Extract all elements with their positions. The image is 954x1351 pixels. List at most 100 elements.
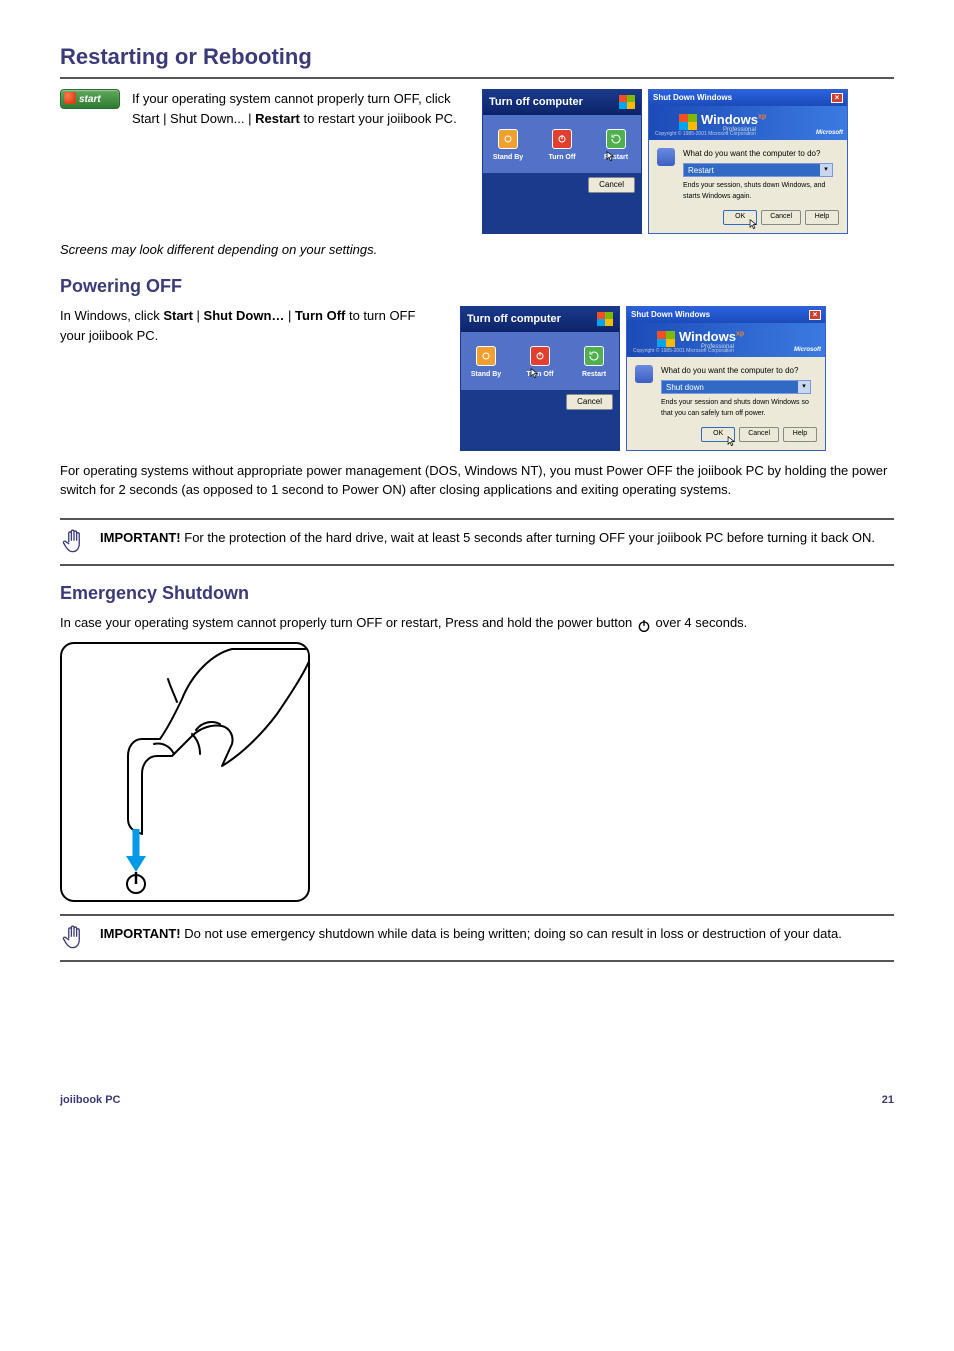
restart-option[interactable]: Restart <box>596 129 636 164</box>
sc-question: What do you want the computer to do? <box>661 365 817 377</box>
emergency-text: In case your operating system cannot pro… <box>60 613 894 633</box>
restart-label: Restart <box>574 370 614 381</box>
microsoft-label: Microsoft <box>794 346 821 355</box>
page-footer: joiibook PC 21 <box>60 1092 894 1109</box>
sc-titlebar: Shut Down Windows × <box>649 90 847 106</box>
restart-icon <box>584 346 604 366</box>
sc-title: Shut Down Windows <box>653 92 732 104</box>
poweroff-p2: For operating systems without appropriat… <box>60 461 894 500</box>
help-button[interactable]: Help <box>783 427 817 442</box>
bb-header: Turn off computer <box>461 307 619 332</box>
sc-row: What do you want the computer to do? Res… <box>657 148 839 202</box>
cancel-button[interactable]: Cancel <box>566 394 613 410</box>
ok-button[interactable]: OK <box>701 427 735 442</box>
help-button[interactable]: Help <box>805 210 839 225</box>
standby-label: Stand By <box>488 153 528 164</box>
cancel-button[interactable]: Cancel <box>761 210 801 225</box>
sc-buttons: OK Cancel Help <box>657 210 839 225</box>
important-note-1: IMPORTANT! For the protection of the har… <box>60 518 894 566</box>
shutdown-dialog-classic-restart: Shut Down Windows × Windowsxp Profession… <box>648 89 848 234</box>
restart-icon <box>606 129 626 149</box>
select-value: Restart <box>688 166 714 175</box>
copyright: Copyright © 1985-2001 Microsoft Corporat… <box>633 348 734 356</box>
note1-label: IMPORTANT! <box>100 530 181 545</box>
cancel-button[interactable]: Cancel <box>739 427 779 442</box>
action-select[interactable]: Shut down ▾ <box>661 380 811 394</box>
bb-body: Stand By Turn Off Restart <box>483 115 641 174</box>
standby-option[interactable]: Stand By <box>488 129 528 164</box>
cursor-icon <box>606 151 615 162</box>
down-arrow-icon <box>126 829 146 872</box>
windows-flag-icon <box>679 114 697 130</box>
cancel-button[interactable]: Cancel <box>588 177 635 193</box>
bb-footer: Cancel <box>483 173 641 197</box>
emergency-figure <box>60 642 310 902</box>
restart-label: Restart <box>596 153 636 164</box>
cursor-icon <box>727 436 736 447</box>
restart-option[interactable]: Restart <box>574 346 614 381</box>
sc-desc: Ends your session, shuts down Windows, a… <box>683 181 839 202</box>
power-symbol-icon <box>127 872 145 893</box>
standby-option[interactable]: Stand By <box>466 346 506 381</box>
bb-body: Stand By Turn Off Restart <box>461 332 619 391</box>
turnoff-icon <box>552 129 572 149</box>
xp-word: xp <box>736 331 744 338</box>
win-word: Windows <box>679 329 736 344</box>
poweroff-text1: In Windows, click Start | Shut Down… | T… <box>60 306 440 345</box>
note2-text: IMPORTANT! Do not use emergency shutdown… <box>100 924 842 944</box>
standby-icon <box>476 346 496 366</box>
po-a: In Windows, click <box>60 308 163 323</box>
sc-body: What do you want the computer to do? Shu… <box>627 357 825 450</box>
windows-flag-icon <box>597 312 613 326</box>
footer-left: joiibook PC <box>60 1092 121 1109</box>
sc-buttons: OK Cancel Help <box>635 427 817 442</box>
copyright: Copyright © 1985-2001 Microsoft Corporat… <box>655 131 756 139</box>
po-d: Shut Down… <box>204 308 285 323</box>
poweroff-heading: Powering OFF <box>60 273 894 300</box>
select-value: Shut down <box>666 383 704 392</box>
important-note-2: IMPORTANT! Do not use emergency shutdown… <box>60 914 894 962</box>
sc-desc: Ends your session and shuts down Windows… <box>661 398 817 419</box>
note2-body: Do not use emergency shutdown while data… <box>181 926 842 941</box>
sc-titlebar: Shut Down Windows × <box>627 307 825 323</box>
windows-flag-icon <box>619 95 635 109</box>
sc-banner: Windowsxp Professional Copyright © 1985-… <box>627 323 825 357</box>
turnoff-label: Turn Off <box>520 370 560 381</box>
windows-flag-icon <box>657 331 675 347</box>
section-heading: Restarting or Rebooting <box>60 40 894 73</box>
shutdown-dialog-classic-shutdown: Shut Down Windows × Windowsxp Profession… <box>626 306 826 451</box>
standby-label: Stand By <box>466 370 506 381</box>
microsoft-label: Microsoft <box>816 129 843 138</box>
start-button-image: start <box>60 89 120 109</box>
page-number: 21 <box>882 1092 894 1109</box>
chevron-down-icon: ▾ <box>820 164 832 176</box>
restart-screenshots: Turn off computer Stand By Turn Off <box>482 89 848 234</box>
ok-button[interactable]: OK <box>723 210 757 225</box>
turnoff-option[interactable]: Turn Off <box>520 346 560 381</box>
action-select[interactable]: Restart ▾ <box>683 163 833 177</box>
hand-stop-icon <box>60 924 88 952</box>
pc-icon <box>635 365 653 383</box>
turnoff-icon <box>530 346 550 366</box>
power-icon <box>636 615 652 631</box>
turnoff-option[interactable]: Turn Off <box>542 129 582 164</box>
win-word: Windows <box>701 112 758 127</box>
po-b: Start <box>163 308 193 323</box>
rule <box>60 77 894 79</box>
sc-question: What do you want the computer to do? <box>683 148 839 160</box>
screens-note: Screens may look different depending on … <box>60 240 894 260</box>
hand-press-illustration <box>62 644 310 902</box>
pc-icon <box>657 148 675 166</box>
restart-row: start If your operating system cannot pr… <box>60 89 894 234</box>
note1-text: IMPORTANT! For the protection of the har… <box>100 528 875 548</box>
close-icon[interactable]: × <box>809 310 821 320</box>
close-icon[interactable]: × <box>831 93 843 103</box>
turnoff-dialog-simple: Turn off computer Stand By Turn Off <box>482 89 642 234</box>
ok-label: OK <box>735 213 745 220</box>
p1-restart: Restart <box>255 111 300 126</box>
note1-body: For the protection of the hard drive, wa… <box>181 530 875 545</box>
sc-title: Shut Down Windows <box>631 309 710 321</box>
po-c: | <box>193 308 204 323</box>
chevron-down-icon: ▾ <box>798 381 810 393</box>
turnoff-label: Turn Off <box>542 153 582 164</box>
